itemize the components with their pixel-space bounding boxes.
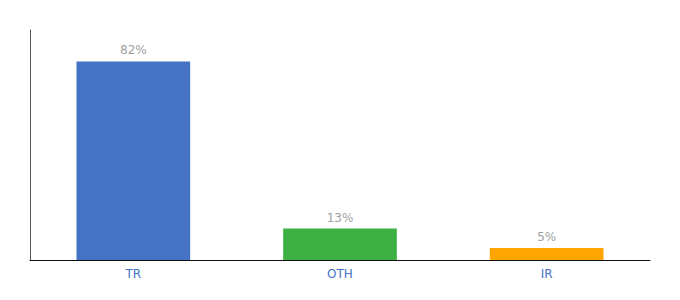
- svg-text:TR: TR: [124, 267, 141, 281]
- svg-text:82%: 82%: [120, 43, 147, 57]
- svg-text:5%: 5%: [537, 230, 556, 244]
- svg-text:OTH: OTH: [327, 267, 353, 281]
- svg-text:IR: IR: [541, 267, 553, 281]
- svg-text:13%: 13%: [327, 211, 354, 225]
